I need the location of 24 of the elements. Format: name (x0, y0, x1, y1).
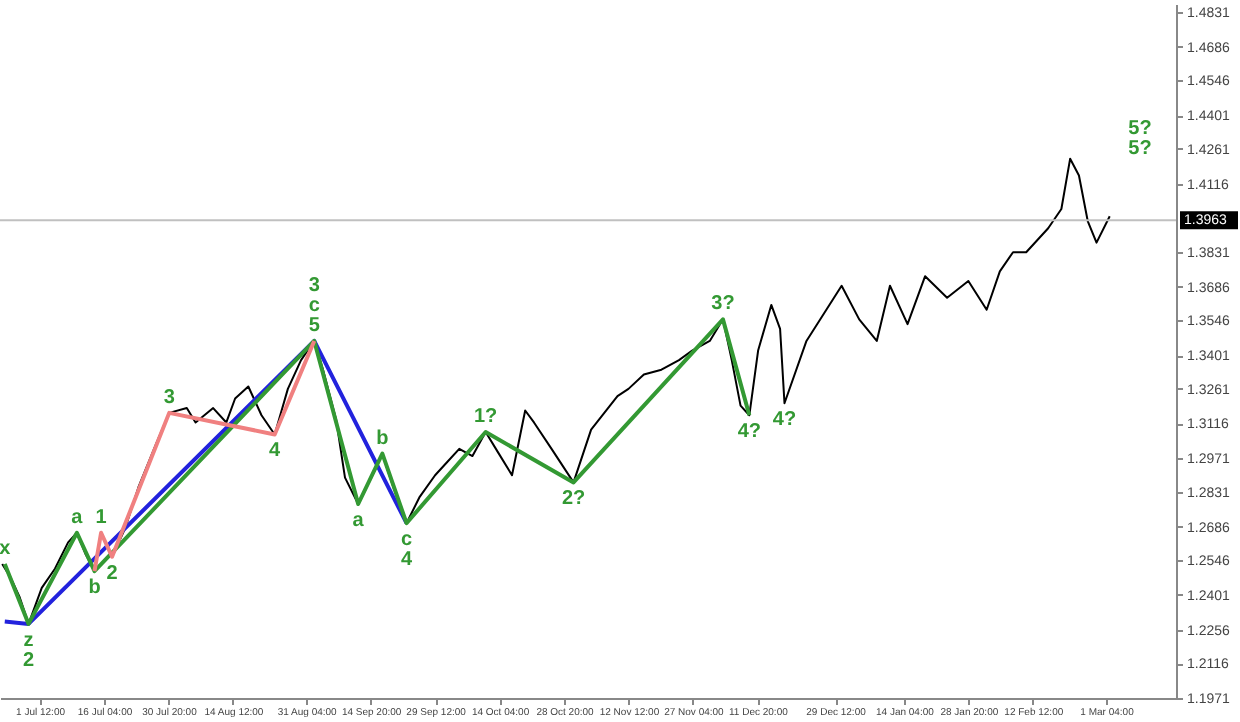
annotation: 4? (772, 409, 797, 432)
line-series (2, 338, 409, 626)
annotation: 3? (711, 293, 735, 316)
annotation: 2 (23, 649, 35, 672)
annotation: x (0, 537, 12, 560)
annotation: 4? (737, 421, 761, 444)
annotation: z (23, 629, 34, 652)
annotation: 1? (473, 406, 498, 429)
annotation: 5? (1128, 118, 1152, 140)
annotation: 5 (308, 314, 321, 337)
annotation: 4 (269, 440, 282, 463)
annotation: a (352, 510, 365, 532)
annotation: 1 (95, 506, 108, 529)
annotation: 3 (308, 274, 321, 297)
annotation: c (400, 529, 413, 552)
annotation: 4 (400, 549, 413, 572)
annotation: a (71, 506, 84, 529)
annotation: 2 (106, 562, 119, 585)
annotation: 3 (163, 386, 176, 409)
annotation: b (376, 427, 389, 450)
annotation: 2? (561, 488, 586, 511)
annotation: b (88, 577, 101, 600)
annotation: 5? (1128, 138, 1152, 160)
annotation: c (308, 294, 321, 317)
